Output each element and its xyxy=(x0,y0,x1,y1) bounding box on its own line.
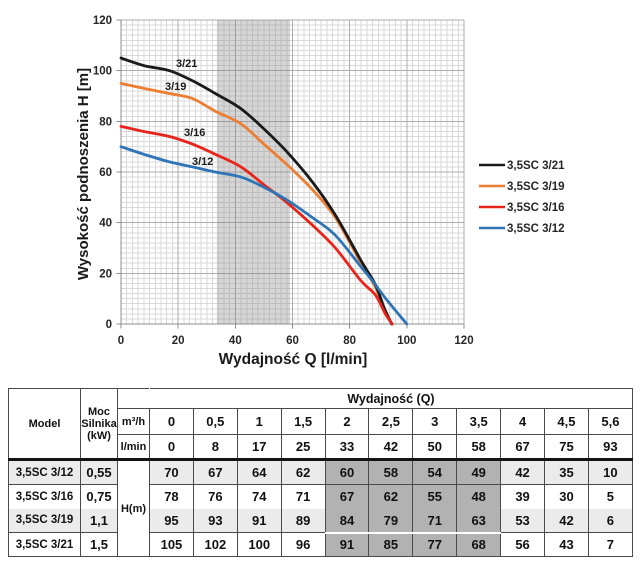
svg-text:60: 60 xyxy=(286,335,299,347)
svg-text:40: 40 xyxy=(99,218,112,230)
svg-text:20: 20 xyxy=(99,268,112,280)
svg-text:100: 100 xyxy=(397,335,416,347)
svg-text:40: 40 xyxy=(229,335,242,347)
svg-text:20: 20 xyxy=(172,335,185,347)
svg-text:0: 0 xyxy=(118,335,124,347)
svg-text:120: 120 xyxy=(454,335,473,347)
svg-text:Wysokość podnoszenia H [m]: Wysokość podnoszenia H [m] xyxy=(75,68,92,280)
svg-text:3/16: 3/16 xyxy=(184,127,205,139)
svg-text:3,5SC 3/21: 3,5SC 3/21 xyxy=(507,160,565,172)
svg-text:60: 60 xyxy=(99,167,112,179)
svg-text:3/19: 3/19 xyxy=(165,81,186,93)
svg-text:100: 100 xyxy=(93,66,112,78)
svg-text:120: 120 xyxy=(93,15,112,27)
svg-text:3,5SC 3/12: 3,5SC 3/12 xyxy=(507,223,565,235)
svg-text:3,5SC 3/19: 3,5SC 3/19 xyxy=(507,181,565,193)
svg-text:0: 0 xyxy=(106,319,112,331)
svg-text:3,5SC 3/16: 3,5SC 3/16 xyxy=(507,202,565,214)
svg-text:Wydajność Q [l/min]: Wydajność Q [l/min] xyxy=(219,351,368,368)
svg-text:80: 80 xyxy=(343,335,356,347)
svg-text:80: 80 xyxy=(99,116,112,128)
svg-text:3/21: 3/21 xyxy=(176,58,197,70)
svg-text:3/12: 3/12 xyxy=(192,156,213,168)
